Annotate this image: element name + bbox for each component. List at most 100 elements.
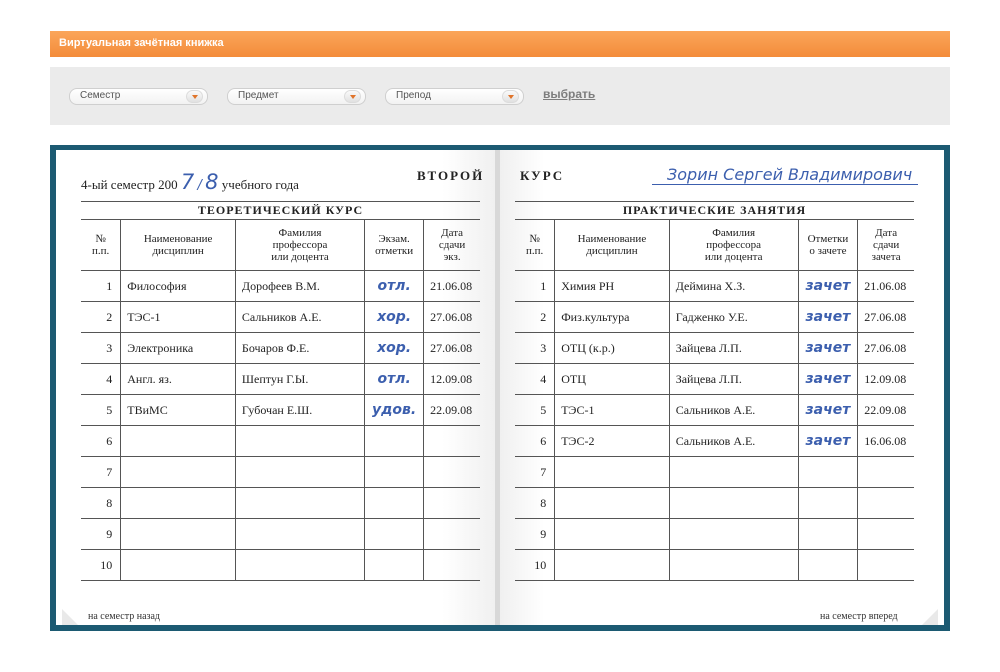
subject-cell: Химия РН bbox=[554, 270, 670, 302]
subject-cell bbox=[120, 549, 236, 581]
table-row: 8 bbox=[515, 487, 914, 519]
chevron-down-icon[interactable] bbox=[344, 90, 361, 103]
column-header: Отметки о зачете bbox=[797, 219, 858, 271]
practice-table: ПРАКТИЧЕСКИЕ ЗАНЯТИЯ № п.п. Наименование … bbox=[515, 201, 914, 581]
table-row: 2 Физ.культура Гадженко У.Е. зачет 27.06.08 bbox=[515, 301, 914, 333]
subject-cell bbox=[120, 487, 236, 519]
prev-semester-link[interactable]: на семестр назад bbox=[88, 611, 161, 622]
mark-cell: отл. bbox=[364, 363, 424, 395]
row-number: 6 bbox=[81, 425, 121, 457]
date-cell: 27.06.08 bbox=[857, 332, 914, 364]
subject-cell bbox=[554, 487, 670, 519]
subject-cell: ТЭС-2 bbox=[554, 425, 670, 457]
teacher-cell bbox=[668, 487, 799, 519]
year-a: 7 bbox=[180, 170, 195, 194]
subject-cell bbox=[120, 518, 236, 550]
date-cell: 21.06.08 bbox=[423, 270, 480, 302]
record-book: 4-ый семестр 200 7 / 8 учебного года ВТО… bbox=[50, 145, 950, 631]
row-number: 7 bbox=[515, 456, 555, 488]
date-cell: 22.09.08 bbox=[423, 394, 480, 426]
teacher-cell: Шептун Г.Ы. bbox=[234, 363, 365, 395]
subject-select-label: Предмет bbox=[238, 90, 279, 101]
page-corner-icon bbox=[62, 609, 78, 625]
chevron-down-icon[interactable] bbox=[502, 90, 519, 103]
semester-select-label: Семестр bbox=[80, 90, 121, 101]
student-name: Зорин Сергей Владимирович bbox=[667, 165, 913, 184]
mark-cell bbox=[797, 549, 858, 581]
column-header: № п.п. bbox=[515, 219, 555, 271]
subject-cell: ОТЦ bbox=[554, 363, 670, 395]
choose-link[interactable]: выбрать bbox=[543, 87, 596, 101]
teacher-cell bbox=[668, 549, 799, 581]
date-cell bbox=[423, 549, 480, 581]
semester-select[interactable]: Семестр bbox=[69, 88, 208, 105]
teacher-cell: Зайцева Л.П. bbox=[668, 363, 799, 395]
teacher-cell: Сальников А.Е. bbox=[668, 394, 799, 426]
row-number: 5 bbox=[81, 394, 121, 426]
subject-select[interactable]: Предмет bbox=[227, 88, 366, 105]
table-row: 2 ТЭС-1 Сальников А.Е. хор. 27.06.08 bbox=[81, 301, 480, 333]
subject-cell: Англ. яз. bbox=[120, 363, 236, 395]
year-b: 8 bbox=[205, 170, 219, 194]
mark-cell bbox=[364, 456, 424, 488]
left-page: 4-ый семестр 200 7 / 8 учебного года ВТО… bbox=[56, 150, 495, 625]
row-number: 8 bbox=[515, 487, 555, 519]
table-row: 7 bbox=[515, 456, 914, 488]
mark-cell bbox=[797, 487, 858, 519]
row-number: 9 bbox=[81, 518, 121, 550]
row-number: 8 bbox=[81, 487, 121, 519]
subject-cell bbox=[554, 456, 670, 488]
column-header: Наименование дисциплин bbox=[554, 219, 670, 271]
row-number: 9 bbox=[515, 518, 555, 550]
table-row: 3 Электроника Бочаров Ф.Е. хор. 27.06.08 bbox=[81, 332, 480, 364]
page-corner-icon bbox=[922, 609, 938, 625]
teacher-cell bbox=[234, 549, 365, 581]
table-row: 5 ТЭС-1 Сальников А.Е. зачет 22.09.08 bbox=[515, 394, 914, 426]
subject-cell: ТЭС-1 bbox=[554, 394, 670, 426]
teacher-cell: Зайцева Л.П. bbox=[668, 332, 799, 364]
mark-cell bbox=[364, 518, 424, 550]
table-row: 10 bbox=[81, 549, 480, 581]
table-row: 7 bbox=[81, 456, 480, 488]
date-cell bbox=[857, 518, 914, 550]
date-cell bbox=[857, 549, 914, 581]
next-semester-link[interactable]: на семестр вперед bbox=[820, 611, 898, 622]
column-header: Фамилия профессора или доцента bbox=[668, 219, 799, 271]
row-number: 6 bbox=[515, 425, 555, 457]
semester-prefix: 4-ый семестр 200 bbox=[81, 177, 178, 192]
mark-cell bbox=[364, 549, 424, 581]
subject-cell: ТВиМС bbox=[120, 394, 236, 426]
chevron-down-icon[interactable] bbox=[186, 90, 203, 103]
app-header: Виртуальная зачётная книжка bbox=[50, 31, 950, 57]
table-row: 6 ТЭС-2 Сальников А.Е. зачет 16.06.08 bbox=[515, 425, 914, 457]
row-number: 3 bbox=[81, 332, 121, 364]
date-cell: 16.06.08 bbox=[857, 425, 914, 457]
teacher-select[interactable]: Препод bbox=[385, 88, 524, 105]
subject-cell bbox=[554, 518, 670, 550]
row-number: 2 bbox=[81, 301, 121, 333]
teacher-cell: Дорофеев В.М. bbox=[234, 270, 365, 302]
right-page: КУРС Зорин Сергей Владимирович ПРАКТИЧЕС… bbox=[500, 150, 944, 625]
mark-cell: хор. bbox=[364, 301, 424, 333]
year-separator: / bbox=[197, 178, 202, 193]
date-cell bbox=[423, 518, 480, 550]
date-cell: 27.06.08 bbox=[423, 301, 480, 333]
date-cell bbox=[857, 487, 914, 519]
row-number: 4 bbox=[515, 363, 555, 395]
teacher-cell bbox=[234, 425, 365, 457]
date-cell bbox=[423, 456, 480, 488]
row-number: 5 bbox=[515, 394, 555, 426]
subject-cell bbox=[120, 456, 236, 488]
mark-cell bbox=[364, 487, 424, 519]
column-header: Фамилия профессора или доцента bbox=[234, 219, 365, 271]
date-cell: 27.06.08 bbox=[857, 301, 914, 333]
practice-header-row: № п.п. Наименование дисциплин Фамилия проф… bbox=[515, 219, 914, 271]
teacher-cell bbox=[234, 456, 365, 488]
mark-cell: отл. bbox=[364, 270, 424, 302]
row-number: 4 bbox=[81, 363, 121, 395]
book-spine bbox=[495, 150, 500, 625]
teacher-cell: Деймина Х.З. bbox=[668, 270, 799, 302]
year-suffix: учебного года bbox=[221, 177, 299, 192]
row-number: 10 bbox=[515, 549, 555, 581]
row-number: 3 bbox=[515, 332, 555, 364]
